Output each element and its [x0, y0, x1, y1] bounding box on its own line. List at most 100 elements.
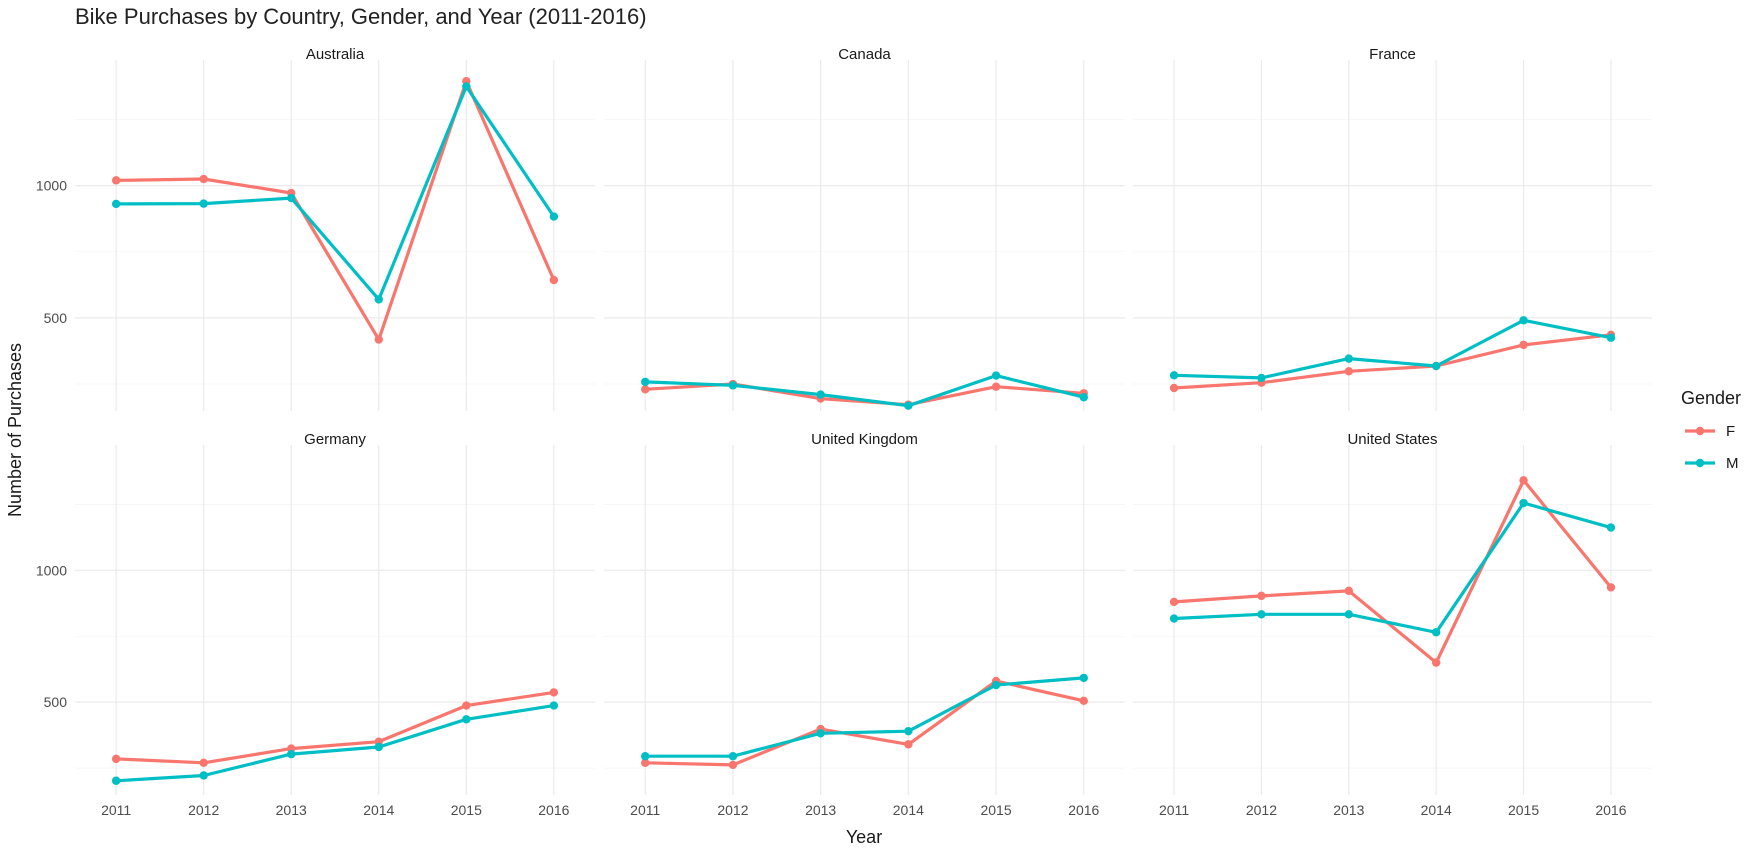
- legend-key-point: [1695, 458, 1705, 468]
- series-line: [114, 703, 556, 783]
- data-point: [1344, 367, 1354, 376]
- data-point: [199, 758, 208, 768]
- series-F: [111, 76, 559, 344]
- legend-entry-F: F: [1685, 423, 1735, 440]
- data-point: [1519, 476, 1528, 485]
- legend-label: F: [1726, 423, 1735, 440]
- facet-panels: Australia 500 1000 Canada France Germany 500 10…: [36, 46, 1652, 818]
- data-point: [199, 771, 208, 780]
- y-tick-label: 1000: [36, 562, 67, 578]
- data-point: [728, 752, 738, 761]
- data-point: [1169, 371, 1179, 380]
- data-point: [111, 176, 121, 185]
- chart-title: Bike Purchases by Country, Gender, and Y…: [75, 4, 647, 29]
- x-tick-label: 2011: [1159, 802, 1189, 818]
- data-point: [549, 212, 559, 221]
- facet-title: France: [1369, 46, 1416, 63]
- y-tick-label: 500: [44, 310, 68, 326]
- series-F: [111, 688, 559, 768]
- data-point: [991, 371, 1001, 380]
- facet-title: United States: [1347, 431, 1437, 448]
- data-point: [111, 754, 121, 764]
- data-point: [1606, 333, 1616, 342]
- data-point: [549, 275, 559, 285]
- series-line: [1172, 478, 1613, 665]
- series-line: [114, 690, 556, 765]
- data-point: [1606, 523, 1616, 532]
- data-point: [199, 199, 208, 208]
- facet-title: Australia: [306, 46, 365, 63]
- x-tick-label: 2014: [1421, 802, 1452, 818]
- data-point: [1079, 696, 1088, 706]
- data-point: [1257, 591, 1266, 601]
- data-point: [1079, 393, 1088, 402]
- data-point: [1431, 628, 1441, 637]
- data-point: [1079, 673, 1088, 683]
- data-point: [641, 377, 650, 387]
- x-tick-label: 2012: [188, 802, 219, 818]
- data-point: [816, 390, 825, 399]
- data-point: [1344, 354, 1354, 363]
- x-axis-title: Year: [846, 827, 882, 847]
- x-tick-label: 2014: [363, 802, 394, 818]
- series-line: [1172, 501, 1613, 634]
- facet-title: United Kingdom: [811, 431, 918, 448]
- series-M: [111, 82, 559, 304]
- data-point: [1169, 597, 1179, 607]
- data-point: [1169, 383, 1179, 393]
- series-line: [643, 679, 1086, 767]
- legend-label: M: [1726, 455, 1739, 472]
- data-point: [1169, 614, 1179, 623]
- facet-panel: Australia 500 1000: [36, 46, 595, 411]
- facet-panel: Canada: [604, 46, 1125, 411]
- series-line: [643, 374, 1086, 408]
- data-point: [1606, 583, 1616, 592]
- data-point: [111, 199, 121, 209]
- data-point: [641, 758, 650, 768]
- data-point: [1431, 361, 1441, 371]
- x-tick-label: 2011: [630, 802, 660, 818]
- data-point: [1519, 498, 1528, 508]
- data-point: [816, 729, 825, 738]
- data-point: [1519, 340, 1528, 350]
- facet-panel: United Kingdom 2011 2012 2013 2014 2015 2016: [604, 431, 1125, 818]
- series-M: [641, 371, 1088, 410]
- data-point: [904, 740, 913, 749]
- series-line: [643, 676, 1086, 758]
- data-point: [374, 295, 383, 304]
- legend: Gender FM: [1681, 388, 1741, 472]
- data-point: [111, 776, 121, 785]
- facet-title: Canada: [838, 46, 891, 63]
- data-point: [1431, 658, 1441, 667]
- facet-panel: Germany 500 1000 2011 2012 2013 2014 2015 2016: [36, 431, 595, 818]
- x-tick-label: 2011: [101, 802, 131, 818]
- data-point: [462, 715, 471, 724]
- x-tick-label: 2015: [1508, 802, 1539, 818]
- x-tick-label: 2015: [451, 802, 482, 818]
- data-point: [199, 174, 208, 184]
- y-tick-label: 500: [44, 694, 68, 710]
- series-M: [641, 673, 1088, 761]
- data-point: [641, 385, 650, 394]
- legend-key-point: [1695, 426, 1705, 436]
- data-point: [462, 82, 471, 91]
- data-point: [549, 688, 559, 697]
- series-M: [1169, 316, 1616, 383]
- data-point: [1257, 610, 1266, 619]
- x-tick-label: 2014: [893, 802, 924, 818]
- series-line: [1172, 333, 1613, 390]
- series-M: [111, 701, 559, 785]
- x-tick-label: 2013: [276, 802, 307, 818]
- x-tick-label: 2015: [980, 802, 1011, 818]
- x-tick-label: 2013: [1333, 802, 1364, 818]
- x-tick-label: 2012: [717, 802, 748, 818]
- data-point: [641, 752, 650, 761]
- x-tick-label: 2016: [538, 802, 569, 818]
- data-point: [1257, 373, 1266, 383]
- data-point: [374, 335, 383, 344]
- data-point: [287, 193, 296, 203]
- series-M: [1169, 498, 1616, 637]
- facet-panel: France: [1133, 46, 1652, 411]
- data-point: [904, 726, 913, 736]
